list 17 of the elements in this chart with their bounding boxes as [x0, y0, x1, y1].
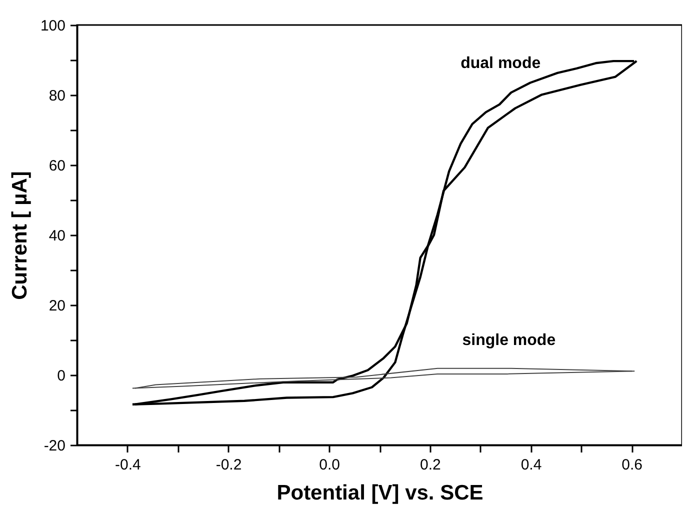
x-tick-label: 0.2	[420, 456, 441, 474]
x-axis-title: Potential [V] vs. SCE	[276, 482, 484, 504]
y-tick-label: 20	[48, 298, 66, 314]
series-label: single mode	[462, 332, 556, 350]
y-tick-label: -20	[44, 438, 66, 454]
series-label: dual mode	[460, 55, 541, 72]
y-tick-label: 60	[48, 158, 66, 174]
y-tick-label: 0	[57, 368, 66, 384]
y-tick-label: 100	[40, 18, 66, 34]
x-tick-label: -0.2	[216, 456, 242, 474]
x-tick-label: 0.4	[520, 456, 542, 474]
x-tick-label: 0.0	[319, 456, 340, 474]
y-tick-label: 40	[48, 228, 66, 244]
x-tick-label: -0.4	[114, 456, 141, 474]
y-axis-title: Current [ µA]	[8, 171, 32, 300]
x-tick-label: 0.6	[622, 456, 643, 474]
y-tick-label: 80	[48, 88, 66, 104]
